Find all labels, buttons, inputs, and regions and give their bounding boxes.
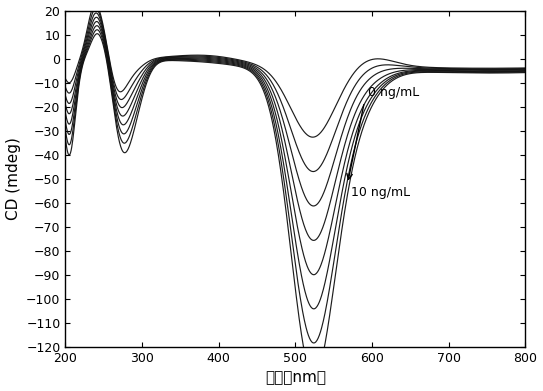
X-axis label: 波长（nm）: 波长（nm） [265,370,326,386]
Text: 10 ng/mL: 10 ng/mL [351,186,411,199]
Text: 0 ng/mL: 0 ng/mL [368,86,420,99]
Y-axis label: CD (mdeg): CD (mdeg) [5,137,21,220]
